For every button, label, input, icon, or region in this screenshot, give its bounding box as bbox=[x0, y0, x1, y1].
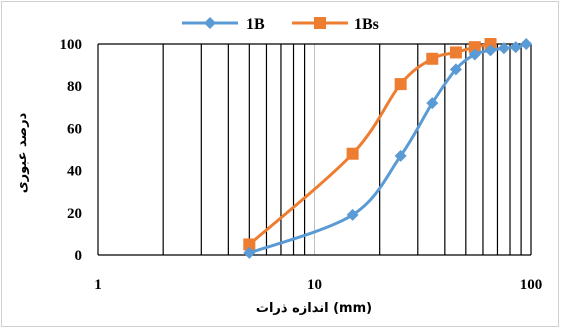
data-point-1b bbox=[520, 38, 533, 50]
axes bbox=[97, 43, 532, 256]
legend: 1B 1Bs bbox=[182, 16, 379, 33]
data-point-1b bbox=[484, 44, 497, 57]
series-line-1bs bbox=[248, 42, 491, 246]
data-point-1bs bbox=[346, 147, 359, 160]
x-tick-labels: 1 10 100 bbox=[94, 277, 542, 293]
y-tick-label: 40 bbox=[67, 164, 82, 180]
y-tick-label: 60 bbox=[67, 121, 82, 137]
data-point-1b bbox=[497, 42, 510, 55]
y-tick-label: 0 bbox=[75, 248, 83, 264]
legend-marker-1b bbox=[204, 17, 216, 29]
data-point-1b bbox=[346, 208, 359, 221]
data-point-1bs bbox=[426, 52, 439, 65]
data-point-1bs bbox=[449, 46, 462, 59]
data-point-1b bbox=[509, 41, 522, 54]
series-layer bbox=[243, 38, 533, 259]
data-point-1b bbox=[394, 149, 407, 162]
grid-lines bbox=[162, 44, 522, 255]
data-point-1b bbox=[449, 63, 462, 76]
y-axis-label: درصد عبوری bbox=[15, 112, 30, 193]
data-point-1bs bbox=[468, 41, 481, 54]
data-point-1bs bbox=[394, 78, 407, 91]
legend-marker-1bs bbox=[314, 17, 326, 29]
legend-label-1b: 1B bbox=[246, 16, 265, 33]
data-point-1b bbox=[426, 97, 439, 110]
y-tick-label: 20 bbox=[67, 206, 82, 222]
x-tick-label: 1 bbox=[94, 277, 102, 293]
x-tick-label: 10 bbox=[307, 277, 322, 293]
x-tick-label: 100 bbox=[520, 277, 543, 293]
data-point-1b bbox=[468, 48, 481, 61]
data-point-1bs bbox=[484, 38, 497, 50]
data-point-1b bbox=[243, 246, 256, 259]
y-tick-label: 100 bbox=[60, 37, 83, 53]
y-tick-label: 80 bbox=[67, 79, 82, 95]
x-axis-label: اندازه ذرات (mm) bbox=[256, 301, 372, 316]
data-point-1bs bbox=[243, 238, 256, 251]
series-line-1b bbox=[248, 42, 527, 255]
y-tick-labels: 0 20 40 60 80 100 bbox=[60, 37, 83, 264]
legend-label-1bs: 1Bs bbox=[354, 16, 379, 33]
